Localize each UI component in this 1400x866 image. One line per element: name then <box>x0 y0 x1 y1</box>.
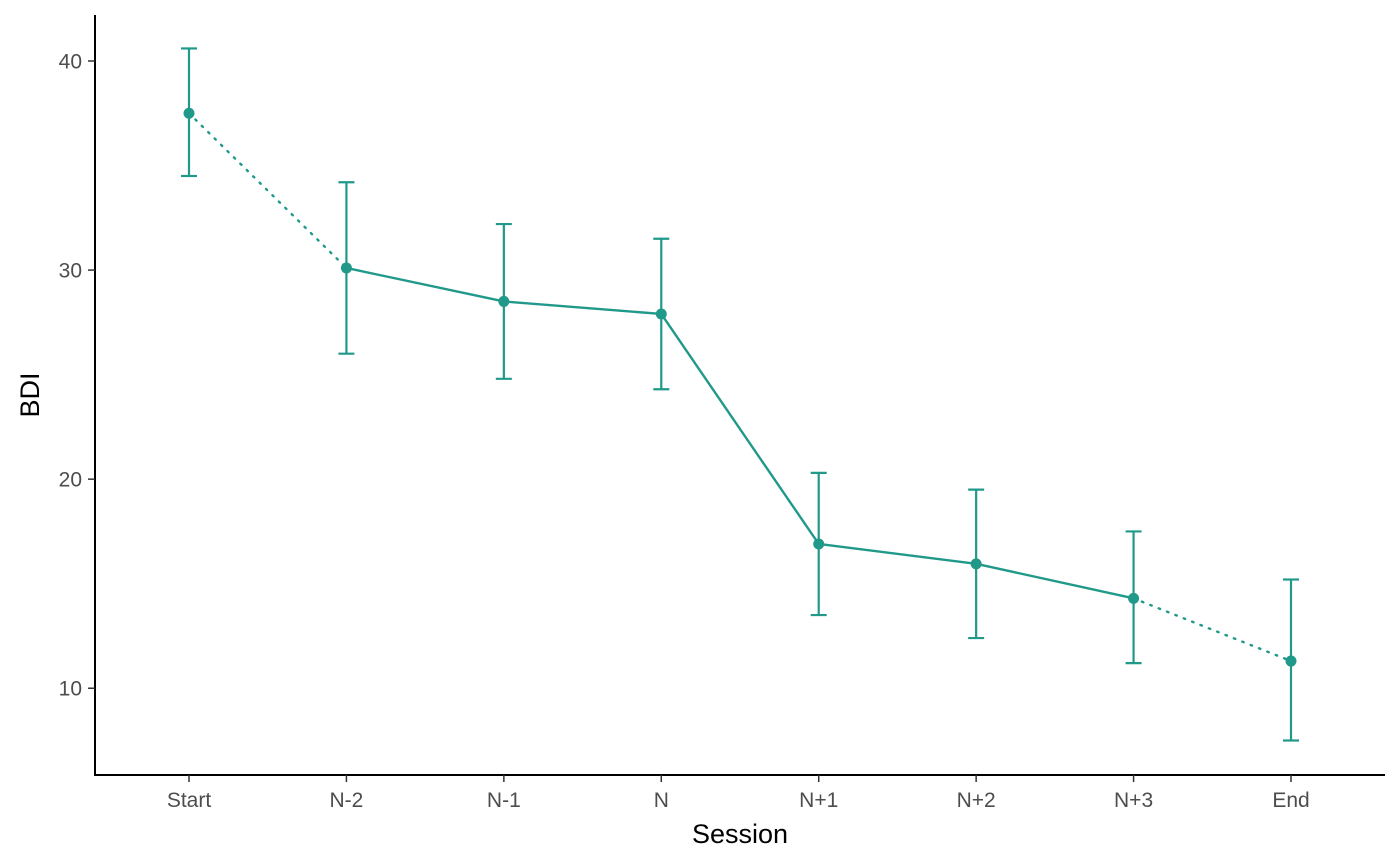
ticks-layer: 10 20 30 40 Start N-2 N-1 N N+1 N+2 N+3 End <box>59 50 1310 812</box>
x-tick-label: N+1 <box>799 789 838 812</box>
x-tick-label: N <box>654 789 669 812</box>
data-point <box>184 108 195 119</box>
x-tick-label: N+3 <box>1114 789 1153 812</box>
data-point <box>813 538 824 549</box>
y-tick-label: 30 <box>59 260 82 283</box>
data-point <box>341 262 352 273</box>
axes-layer <box>94 15 1385 775</box>
y-tick-label: 20 <box>59 469 82 492</box>
series-segment <box>661 314 818 544</box>
data-point <box>1128 593 1139 604</box>
y-axis-title: BDI <box>15 372 45 417</box>
x-axis-title: Session <box>692 819 788 849</box>
y-tick-label: 10 <box>59 678 82 701</box>
series-segment <box>189 113 346 268</box>
series-segment <box>504 301 661 314</box>
x-tick-label: N-1 <box>487 789 521 812</box>
x-tick-label: N+2 <box>957 789 996 812</box>
error-bars <box>181 48 1299 740</box>
y-tick-label: 40 <box>59 50 82 73</box>
data-point <box>971 558 982 569</box>
data-point <box>498 296 509 307</box>
x-tick-label: End <box>1272 789 1309 812</box>
series-segment <box>976 564 1133 598</box>
series-lines <box>189 113 1291 661</box>
data-points <box>184 108 1297 667</box>
series-segment <box>1134 598 1291 661</box>
series-segment <box>346 268 503 301</box>
data-point <box>656 308 667 319</box>
data-point <box>1286 656 1297 667</box>
x-tick-label: N-2 <box>330 789 364 812</box>
series-segment <box>819 544 976 564</box>
x-tick-label: Start <box>167 789 212 812</box>
